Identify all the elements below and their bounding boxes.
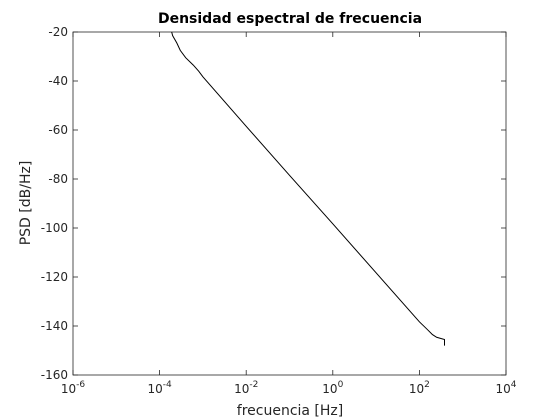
y-tick-label: -160 xyxy=(41,368,68,382)
data-series xyxy=(171,31,445,346)
x-tick-label: 10-2 xyxy=(234,380,258,396)
y-tick-label: -120 xyxy=(41,270,68,284)
x-tick-label: 10-6 xyxy=(61,380,86,396)
y-tick-label: -20 xyxy=(48,25,68,39)
x-tick-label: 102 xyxy=(409,380,430,396)
x-axis-label: frecuencia [Hz] xyxy=(237,403,343,419)
x-tick-label: 10-4 xyxy=(147,380,172,396)
y-tick-label: -80 xyxy=(48,172,68,186)
y-tick-label: -40 xyxy=(48,74,68,88)
y-tick-label: -140 xyxy=(41,319,68,333)
x-tick-label: 100 xyxy=(322,380,343,396)
x-tick-label: 104 xyxy=(495,380,516,396)
plot-area xyxy=(72,31,507,376)
chart-title: Densidad espectral de frecuencia xyxy=(158,11,422,27)
series-line xyxy=(171,31,445,346)
y-tick-label: -60 xyxy=(48,123,68,137)
y-axis-label: PSD [dB/Hz] xyxy=(18,161,34,246)
y-tick-label: -100 xyxy=(41,221,68,235)
